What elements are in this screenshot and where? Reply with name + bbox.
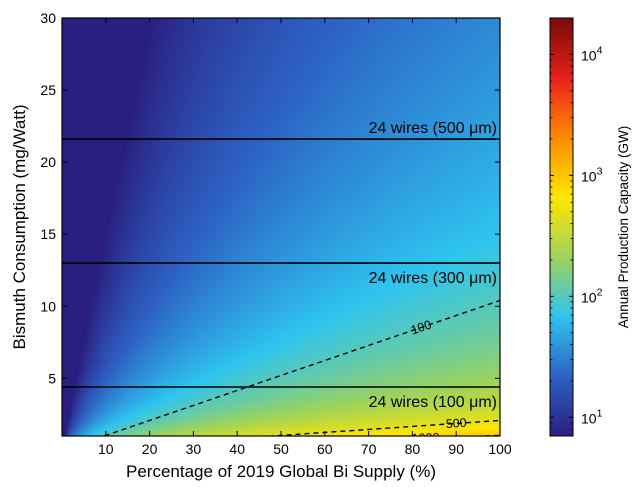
colorbar-title: Annual Production Capacity (GW) [616, 126, 631, 329]
x-tick-label: 10 [98, 441, 114, 457]
y-axis-title: Bismuth Consumption (mg/Watt) [10, 105, 29, 350]
x-tick-label: 80 [405, 441, 421, 457]
x-tick-label: 50 [273, 441, 289, 457]
colorbar-tick-label: 101 [581, 407, 603, 426]
axis-ticks: 10 20 30 40 50 60 70 80 90 100 5 10 15 20 25 30 [40, 10, 511, 457]
x-tick-label: 20 [142, 441, 158, 457]
colorbar-tick-exponent: 1 [597, 407, 603, 419]
contour-label: 100 [409, 317, 433, 337]
x-tick-label: 100 [488, 441, 512, 457]
y-tick-label: 30 [40, 10, 56, 26]
colorbar-tick-label: 104 [581, 44, 603, 63]
y-tick-label: 20 [40, 154, 56, 170]
colorbar-tick-label: 103 [581, 165, 603, 184]
y-tick-label: 15 [40, 226, 56, 242]
contour-label: 500 [445, 416, 467, 431]
x-tick-label: 90 [448, 441, 464, 457]
reference-line-label: 24 wires (300 μm) [369, 270, 497, 287]
x-tick-label: 40 [229, 441, 245, 457]
x-axis-title: Percentage of 2019 Global Bi Supply (%) [126, 462, 436, 481]
reference-line-label: 24 wires (100 μm) [369, 394, 497, 411]
heatmap-image [62, 18, 500, 436]
colorbar-ticks: 101 102 103 104 [550, 17, 603, 437]
x-tick-label: 30 [186, 441, 202, 457]
colorbar-tick-label: 102 [581, 286, 603, 305]
y-tick-label: 25 [40, 82, 56, 98]
reference-lines: 24 wires (500 μm) 24 wires (300 μm) 24 wir… [62, 120, 500, 411]
contour-label: 1000 [411, 430, 439, 445]
x-tick-label: 70 [361, 441, 377, 457]
x-tick-label: 60 [317, 441, 333, 457]
reference-line-label: 24 wires (500 μm) [369, 120, 497, 137]
colorbar-tick-exponent: 2 [597, 286, 603, 298]
y-tick-label: 10 [40, 298, 56, 314]
colorbar-gradient [549, 17, 574, 437]
y-tick-label: 5 [48, 370, 56, 386]
colorbar: 101 102 103 104 Annual Production Capacity … [549, 17, 631, 437]
colorbar-tick-exponent: 4 [597, 44, 603, 56]
colorbar-tick-exponent: 3 [597, 165, 603, 177]
